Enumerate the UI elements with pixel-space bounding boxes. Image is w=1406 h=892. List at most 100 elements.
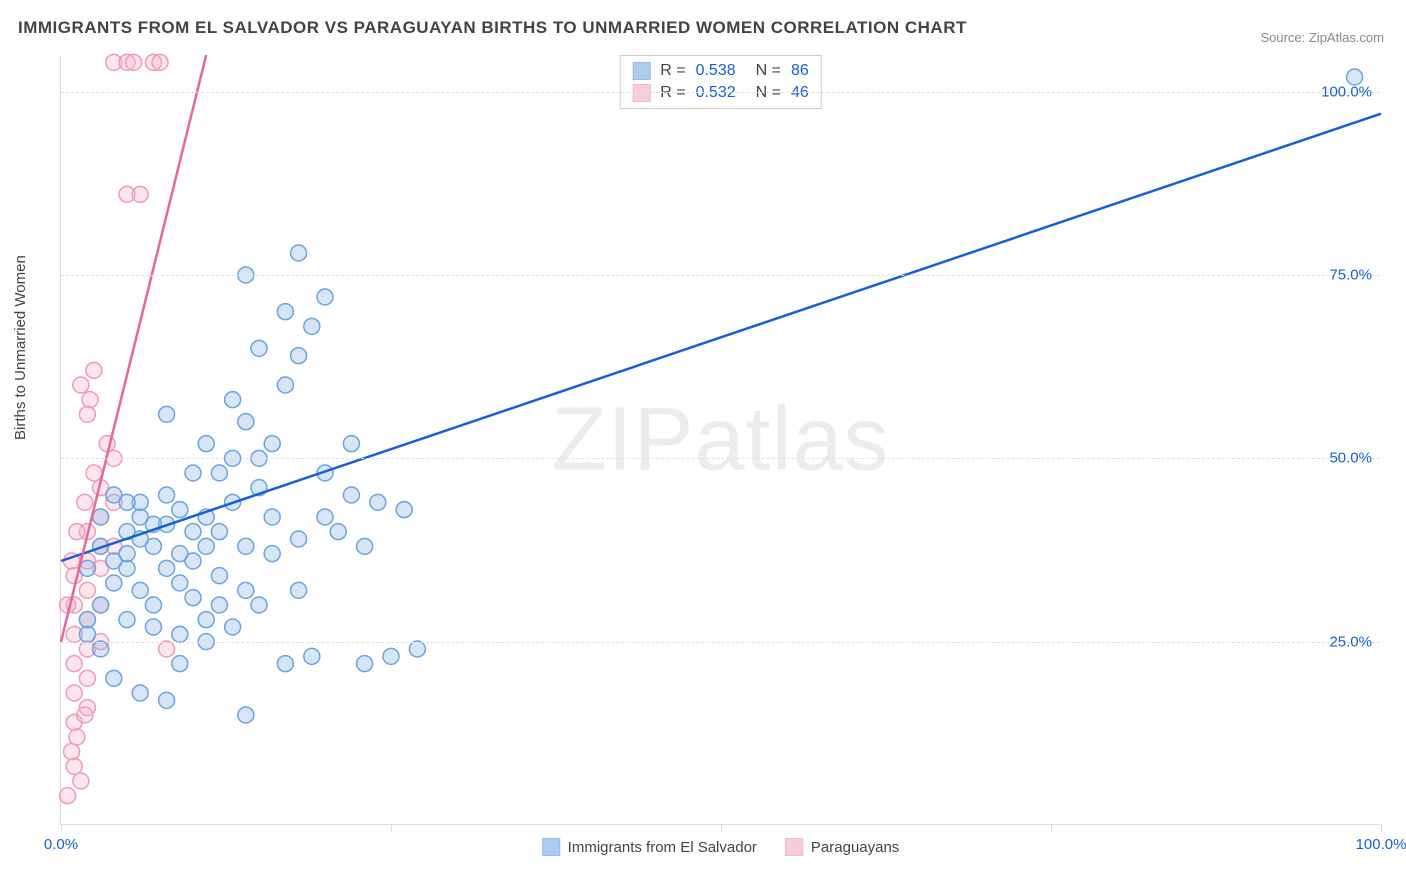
- chart-title: IMMIGRANTS FROM EL SALVADOR VS PARAGUAYA…: [18, 18, 967, 38]
- scatter-point: [198, 538, 214, 554]
- scatter-point: [317, 509, 333, 525]
- scatter-point: [73, 773, 89, 789]
- bottom-legend: Immigrants from El Salvador Paraguayans: [542, 838, 900, 856]
- scatter-point: [172, 575, 188, 591]
- scatter-point: [159, 487, 175, 503]
- x-tick: [1051, 824, 1052, 832]
- scatter-point: [172, 626, 188, 642]
- scatter-point: [185, 590, 201, 606]
- legend-swatch: [542, 838, 560, 856]
- r-label: R =: [660, 84, 685, 102]
- scatter-point: [93, 597, 109, 613]
- n-label: N =: [756, 62, 781, 80]
- n-value: 46: [791, 84, 809, 102]
- legend-swatch: [785, 838, 803, 856]
- bottom-legend-item: Immigrants from El Salvador: [542, 838, 757, 856]
- scatter-point: [132, 685, 148, 701]
- scatter-point: [119, 546, 135, 562]
- scatter-point: [79, 612, 95, 628]
- source-attribution: Source: ZipAtlas.com: [1260, 30, 1384, 45]
- scatter-point: [119, 560, 135, 576]
- scatter-point: [225, 619, 241, 635]
- scatter-point: [86, 465, 102, 481]
- r-label: R =: [660, 62, 685, 80]
- scatter-point: [172, 502, 188, 518]
- scatter-point: [343, 487, 359, 503]
- x-tick-label: 0.0%: [44, 836, 78, 853]
- y-tick-label: 25.0%: [1329, 633, 1372, 650]
- scatter-point: [60, 788, 76, 804]
- scatter-point: [93, 509, 109, 525]
- scatter-point: [159, 560, 175, 576]
- n-label: N =: [756, 84, 781, 102]
- scatter-point: [198, 436, 214, 452]
- scatter-point: [66, 656, 82, 672]
- scatter-point: [77, 494, 93, 510]
- scatter-point: [99, 436, 115, 452]
- x-tick-label: 100.0%: [1356, 836, 1406, 853]
- scatter-point: [238, 538, 254, 554]
- r-value: 0.538: [696, 62, 736, 80]
- source-name: ZipAtlas.com: [1309, 30, 1384, 45]
- scatter-point: [126, 54, 142, 70]
- scatter-point: [79, 582, 95, 598]
- scatter-point: [238, 582, 254, 598]
- scatter-point: [291, 531, 307, 547]
- scatter-point: [159, 641, 175, 657]
- scatter-point: [277, 304, 293, 320]
- scatter-point: [304, 318, 320, 334]
- scatter-point: [211, 568, 227, 584]
- scatter-point: [73, 377, 89, 393]
- scatter-point: [211, 465, 227, 481]
- r-value: 0.532: [696, 84, 736, 102]
- scatter-point: [69, 524, 85, 540]
- scatter-point: [264, 546, 280, 562]
- scatter-point: [66, 685, 82, 701]
- legend-swatch: [632, 84, 650, 102]
- gridline: [61, 92, 1380, 93]
- scatter-point: [185, 465, 201, 481]
- y-tick-label: 100.0%: [1321, 83, 1372, 100]
- x-tick: [61, 824, 62, 832]
- stat-legend-row: R = 0.538 N = 86: [632, 60, 809, 82]
- scatter-point: [172, 656, 188, 672]
- scatter-point: [291, 245, 307, 261]
- legend-label: Paraguayans: [811, 839, 899, 856]
- scatter-point: [343, 436, 359, 452]
- stat-legend: R = 0.538 N = 86 R = 0.532 N = 46: [619, 55, 822, 109]
- chart-svg: [61, 55, 1380, 824]
- scatter-point: [264, 509, 280, 525]
- scatter-point: [409, 641, 425, 657]
- x-tick: [391, 824, 392, 832]
- scatter-point: [251, 340, 267, 356]
- gridline: [61, 642, 1380, 643]
- scatter-point: [82, 392, 98, 408]
- scatter-point: [145, 597, 161, 613]
- source-prefix: Source:: [1260, 30, 1308, 45]
- scatter-point: [304, 648, 320, 664]
- y-tick-label: 50.0%: [1329, 450, 1372, 467]
- scatter-point: [93, 641, 109, 657]
- scatter-point: [383, 648, 399, 664]
- scatter-point: [185, 524, 201, 540]
- scatter-point: [132, 582, 148, 598]
- scatter-point: [159, 406, 175, 422]
- scatter-point: [106, 670, 122, 686]
- scatter-point: [357, 656, 373, 672]
- y-tick-label: 75.0%: [1329, 267, 1372, 284]
- scatter-point: [79, 406, 95, 422]
- stat-legend-row: R = 0.532 N = 46: [632, 82, 809, 104]
- scatter-point: [277, 656, 293, 672]
- scatter-point: [291, 582, 307, 598]
- scatter-point: [159, 692, 175, 708]
- scatter-point: [330, 524, 346, 540]
- scatter-point: [396, 502, 412, 518]
- scatter-point: [152, 54, 168, 70]
- scatter-point: [238, 707, 254, 723]
- scatter-point: [79, 626, 95, 642]
- scatter-point: [198, 612, 214, 628]
- scatter-point: [211, 597, 227, 613]
- scatter-point: [264, 436, 280, 452]
- n-value: 86: [791, 62, 809, 80]
- legend-label: Immigrants from El Salvador: [568, 839, 757, 856]
